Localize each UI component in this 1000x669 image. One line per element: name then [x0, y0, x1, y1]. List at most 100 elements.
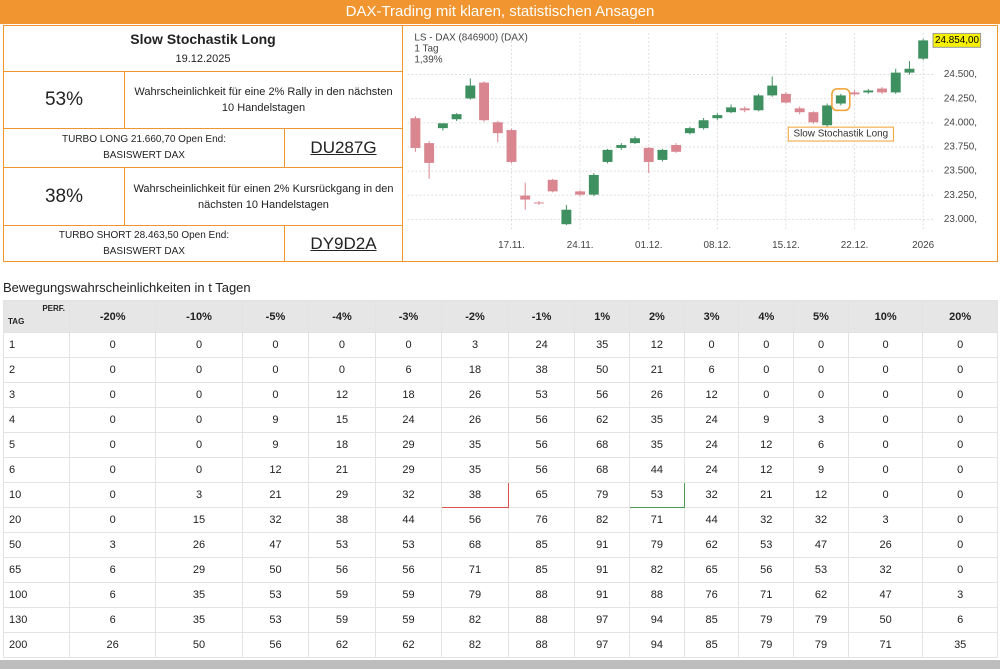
cell: 79	[574, 482, 631, 508]
column-header: 1%	[574, 300, 631, 333]
signal-date: 19.12.2025	[175, 52, 231, 65]
cell: 59	[374, 582, 443, 608]
candle-body	[918, 40, 929, 59]
cell: 35	[574, 332, 631, 358]
cell: 82	[441, 632, 509, 658]
cell: 12	[738, 432, 795, 458]
column-header: -2%	[441, 300, 509, 333]
cell: 21	[738, 482, 795, 508]
x-tick-label: 17.11.	[498, 240, 525, 251]
candle-body	[863, 90, 874, 93]
cell: 85	[507, 557, 576, 583]
cell: 82	[574, 507, 631, 533]
candle-body	[561, 209, 572, 225]
cell: 15	[308, 407, 376, 433]
cell: 71	[738, 582, 795, 608]
cell: 32	[847, 557, 924, 583]
table-row: 3 0 0 0 12 18 26 53 56 26 12 0 0 0 0	[3, 382, 998, 408]
cell: 0	[68, 432, 157, 458]
long-product-2: BASISWERT DAX	[103, 150, 185, 161]
cell: 0	[847, 432, 924, 458]
cell: 0	[922, 332, 998, 358]
long-text: Wahrscheinlichkeit für eine 2% Rally in …	[124, 71, 403, 129]
cell: 0	[922, 407, 998, 433]
signal-title: Slow Stochastik Long	[130, 30, 276, 47]
cell: 59	[308, 607, 376, 633]
cell: 94	[629, 607, 685, 633]
column-header: -10%	[155, 300, 243, 333]
cell: 0	[847, 332, 924, 358]
candle-body	[726, 107, 737, 113]
column-header: 3%	[683, 300, 740, 333]
short-product-1: TURBO SHORT 28.463,50 Open End:	[58, 229, 230, 241]
candle-body	[410, 118, 421, 148]
table-row: 20 0 15 32 38 44 56 76 82 71 44 32 32 3 0	[3, 507, 998, 533]
cell: 3	[441, 332, 509, 358]
short-product: TURBO SHORT 28.463,50 Open End: BASISWERT…	[3, 225, 285, 262]
footer-bar	[0, 660, 1000, 669]
cell: 21	[308, 457, 376, 483]
table-row: 2 0 0 0 0 6 18 38 50 21 6 0 0 0 0	[3, 357, 998, 383]
table-body: 1 0 0 0 0 0 3 24 35 12 0 0 0 0 0 2 0 0 0 0 6 18 38 50 21 6 0 0 0 0 3 0 0…	[3, 332, 998, 658]
table-row: 5 0 0 9 18 29 35 56 68 35 24 12 6 0 0	[3, 432, 998, 458]
header-title: DAX-Trading mit klaren, statistischen An…	[0, 0, 1000, 24]
cell: 0	[155, 432, 243, 458]
y-tick-label: 24.250,	[944, 93, 977, 104]
cell: 35	[922, 632, 998, 658]
cell: 15	[155, 507, 243, 533]
cell: 56	[374, 557, 443, 583]
row-label: 4	[3, 407, 70, 433]
cell: 35	[155, 582, 243, 608]
row-label: 3	[3, 382, 70, 408]
header-row: PERF. TAG -20% -10% -5% -4% -3% -2% -1% 1% 2% 3% 4% 5…	[3, 300, 998, 333]
cell: 71	[441, 557, 509, 583]
column-header: 10%	[847, 300, 924, 333]
cell: 88	[507, 607, 576, 633]
candle-body	[822, 105, 833, 126]
cell: 0	[847, 357, 924, 383]
cell: 0	[738, 357, 795, 383]
table-row: 65 6 29 50 56 56 71 85 91 82 65 56 53 32 0	[3, 557, 998, 583]
cell: 88	[507, 632, 576, 658]
cell: 88	[629, 582, 685, 608]
long-prob: 53%	[3, 71, 125, 129]
cell: 29	[308, 482, 376, 508]
signal-head: Slow Stochastik Long 19.12.2025	[3, 25, 403, 72]
cell: 3	[793, 407, 849, 433]
cell: 65	[507, 482, 576, 508]
cell: 53	[374, 532, 443, 558]
col-header: PERF.	[42, 304, 65, 313]
cell: 76	[683, 582, 740, 608]
cell: 26	[155, 532, 243, 558]
cell: 97	[574, 632, 631, 658]
table-row: 130 6 35 53 59 59 82 88 97 94 85 79 79 50 6	[3, 607, 998, 633]
long-code[interactable]: DU287G	[284, 128, 403, 168]
cell: 0	[922, 457, 998, 483]
x-tick-label: 15.12.	[772, 240, 800, 251]
cell: 79	[793, 632, 849, 658]
x-tick-label: 08.12.	[704, 240, 732, 251]
candle-body	[424, 143, 435, 163]
cell: 21	[629, 357, 685, 383]
column-header: -4%	[308, 300, 376, 333]
cell: 0	[922, 357, 998, 383]
column-header: 20%	[922, 300, 998, 333]
cell: 9	[241, 432, 310, 458]
y-tick-label: 23.500,	[944, 166, 977, 177]
cell: 85	[683, 632, 740, 658]
price-tag	[932, 32, 982, 48]
x-tick-label: 2026	[912, 240, 935, 251]
cell: 0	[738, 382, 795, 408]
table-title: Bewegungswahrscheinlichkeiten in t Tagen	[3, 280, 251, 295]
row-label: 65	[3, 557, 70, 583]
row-header: TAG	[8, 317, 25, 326]
cell: 26	[441, 407, 509, 433]
cell: 0	[155, 407, 243, 433]
cell: 0	[68, 457, 157, 483]
candle-body	[588, 174, 599, 195]
table-row: 1 0 0 0 0 0 3 24 35 12 0 0 0 0 0	[3, 332, 998, 358]
cell: 85	[683, 607, 740, 633]
cell: 3	[68, 532, 157, 558]
short-code[interactable]: DY9D2A	[284, 225, 403, 262]
